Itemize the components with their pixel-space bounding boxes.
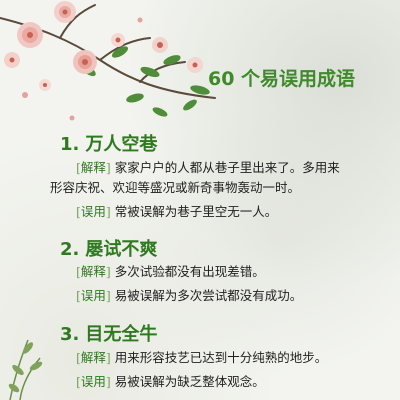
blossom-branch-decoration xyxy=(0,1,216,121)
idiom-section-2: 2. 屡试不爽 xyxy=(60,235,390,261)
misuse-text: 易被误解为多次尝试都没有成功。 xyxy=(114,288,303,303)
meaning-tag: 解释 xyxy=(80,264,106,279)
misuse-line: [误用] 常被误解为巷子里空无一人。 xyxy=(76,204,278,219)
misuse-tag: 误用 xyxy=(80,374,106,389)
meaning-tag: 解释 xyxy=(80,350,106,365)
idiom-name: 屡试不爽 xyxy=(85,239,158,260)
meaning-text: 家家户户的人都从巷子里出来了。多用来 xyxy=(114,160,340,175)
misuse-line: [误用] 易被误解为缺乏整体观念。 xyxy=(76,374,265,389)
meaning-text: 用来形容技艺已达到十分纯熟的地步。 xyxy=(114,350,328,365)
idiom-name: 万人空巷 xyxy=(85,134,158,155)
idiom-number: 2. xyxy=(60,239,80,260)
page-title: 60 个易误用成语 xyxy=(208,68,356,90)
idiom-heading: 2. 屡试不爽 xyxy=(60,235,390,261)
meaning-text: 多次试验都没有出现差错。 xyxy=(114,264,265,279)
meaning-tag: 解释 xyxy=(80,160,106,175)
idiom-number: 1. xyxy=(60,134,80,155)
idiom-heading: 3. 目无全牛 xyxy=(60,320,390,346)
idiom-number: 3. xyxy=(60,324,80,345)
meaning-line: [解释] 用来形容技艺已达到十分纯熟的地步。 xyxy=(76,350,328,365)
idiom-section-1: 1. 万人空巷 xyxy=(60,130,390,156)
idiom-heading: 1. 万人空巷 xyxy=(60,130,390,156)
meaning-line: [解释] 家家户户的人都从巷子里出来了。多用来 xyxy=(76,160,340,175)
meaning-line-continued: 形容庆祝、欢迎等盛况或新奇事物轰动一时。 xyxy=(50,180,301,195)
idiom-section-3: 3. 目无全牛 xyxy=(60,320,390,346)
idiom-name: 目无全牛 xyxy=(85,324,158,345)
misuse-tag: 误用 xyxy=(80,288,106,303)
misuse-tag: 误用 xyxy=(80,204,106,219)
meaning-line: [解释] 多次试验都没有出现差错。 xyxy=(76,264,265,279)
plant-decoration xyxy=(8,339,43,400)
misuse-text: 易被误解为缺乏整体观念。 xyxy=(114,374,265,389)
misuse-line: [误用] 易被误解为多次尝试都没有成功。 xyxy=(76,288,303,303)
misuse-text: 常被误解为巷子里空无一人。 xyxy=(114,204,278,219)
